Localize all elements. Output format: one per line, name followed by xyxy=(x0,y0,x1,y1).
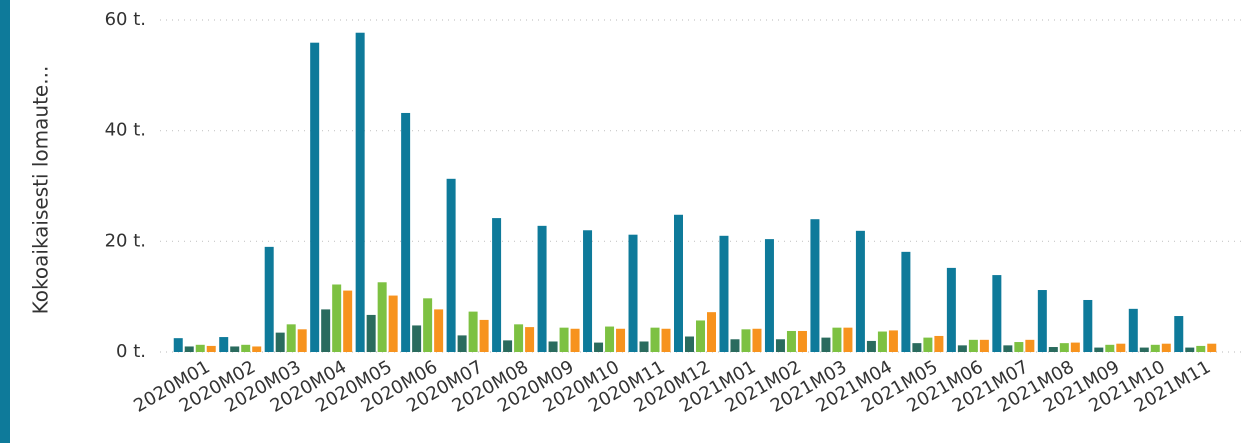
bar xyxy=(719,235,729,352)
bar xyxy=(674,214,683,352)
bar xyxy=(888,330,898,352)
bar xyxy=(583,230,593,352)
side-strip xyxy=(0,0,10,443)
bar xyxy=(901,251,911,352)
bar xyxy=(1094,347,1104,352)
bar xyxy=(1161,343,1171,352)
bar xyxy=(479,319,489,352)
bar xyxy=(1185,347,1195,352)
bar xyxy=(321,309,331,352)
bar xyxy=(650,327,660,352)
bar xyxy=(821,337,831,352)
bar xyxy=(730,339,740,352)
bar xyxy=(219,337,229,352)
bar xyxy=(173,338,183,352)
bar xyxy=(1174,316,1184,352)
bar xyxy=(764,239,774,352)
bar xyxy=(468,311,478,352)
bar xyxy=(1083,299,1093,352)
bar xyxy=(968,339,978,352)
bar xyxy=(628,234,638,352)
bar xyxy=(412,325,422,352)
bar xyxy=(923,337,933,352)
bar xyxy=(797,330,807,352)
bar xyxy=(594,342,604,352)
bar xyxy=(1105,344,1115,352)
bar xyxy=(1048,347,1058,352)
bar xyxy=(752,328,762,352)
bar xyxy=(1070,342,1080,352)
bar xyxy=(832,327,842,352)
bar xyxy=(616,328,626,352)
bar xyxy=(366,314,376,352)
bar xyxy=(343,290,353,352)
bar xyxy=(514,324,524,352)
y-tick-label: 0 t. xyxy=(116,341,146,362)
bar xyxy=(559,327,569,352)
bar xyxy=(401,112,411,353)
bar xyxy=(992,275,1002,352)
bar xyxy=(264,246,274,352)
bar xyxy=(605,326,615,352)
bar xyxy=(275,332,285,352)
bar xyxy=(1025,339,1035,352)
bar xyxy=(979,339,989,352)
y-tick-label: 40 t. xyxy=(105,120,146,141)
bar xyxy=(195,344,205,352)
bar xyxy=(434,309,444,352)
bar xyxy=(639,341,649,352)
bar xyxy=(877,331,887,352)
bar xyxy=(332,284,342,352)
bar xyxy=(446,178,456,352)
bar xyxy=(184,346,194,352)
bar xyxy=(310,42,320,352)
bar xyxy=(1037,290,1047,352)
bar xyxy=(1128,308,1138,352)
bar xyxy=(1196,345,1206,352)
bar xyxy=(206,345,216,352)
bar xyxy=(457,335,467,352)
bar xyxy=(230,346,240,352)
bar xyxy=(1059,343,1069,352)
bar xyxy=(1150,344,1160,352)
bar xyxy=(1014,342,1024,352)
bar xyxy=(377,282,387,352)
y-axis-label: Kokoaikaisesti lomaute... xyxy=(29,66,53,315)
bar xyxy=(1003,345,1013,352)
bar xyxy=(866,340,876,352)
bar xyxy=(855,230,865,352)
bar xyxy=(957,345,967,352)
bar xyxy=(1116,343,1126,352)
bar xyxy=(503,340,513,352)
bar xyxy=(843,327,853,352)
bar xyxy=(355,32,365,353)
y-tick-label: 20 t. xyxy=(105,230,146,251)
bar xyxy=(775,339,785,352)
bar xyxy=(286,324,296,352)
bar xyxy=(252,346,262,352)
bar xyxy=(570,328,580,352)
bar xyxy=(946,267,956,352)
bar xyxy=(1207,343,1217,352)
bar xyxy=(423,298,433,352)
bar xyxy=(707,312,716,352)
bar xyxy=(661,328,671,352)
bar xyxy=(934,335,944,352)
bar xyxy=(696,320,705,352)
y-tick-label: 60 t. xyxy=(105,9,146,30)
bar xyxy=(537,225,547,352)
bar xyxy=(1139,347,1149,352)
bar xyxy=(786,330,796,352)
bar xyxy=(388,295,398,352)
bar xyxy=(297,329,307,352)
bar xyxy=(810,219,820,352)
bar xyxy=(492,218,502,352)
bar xyxy=(548,341,558,352)
bar xyxy=(685,336,694,352)
bar xyxy=(741,329,751,352)
bar xyxy=(525,327,535,352)
bar xyxy=(241,344,251,352)
bar xyxy=(912,343,922,352)
